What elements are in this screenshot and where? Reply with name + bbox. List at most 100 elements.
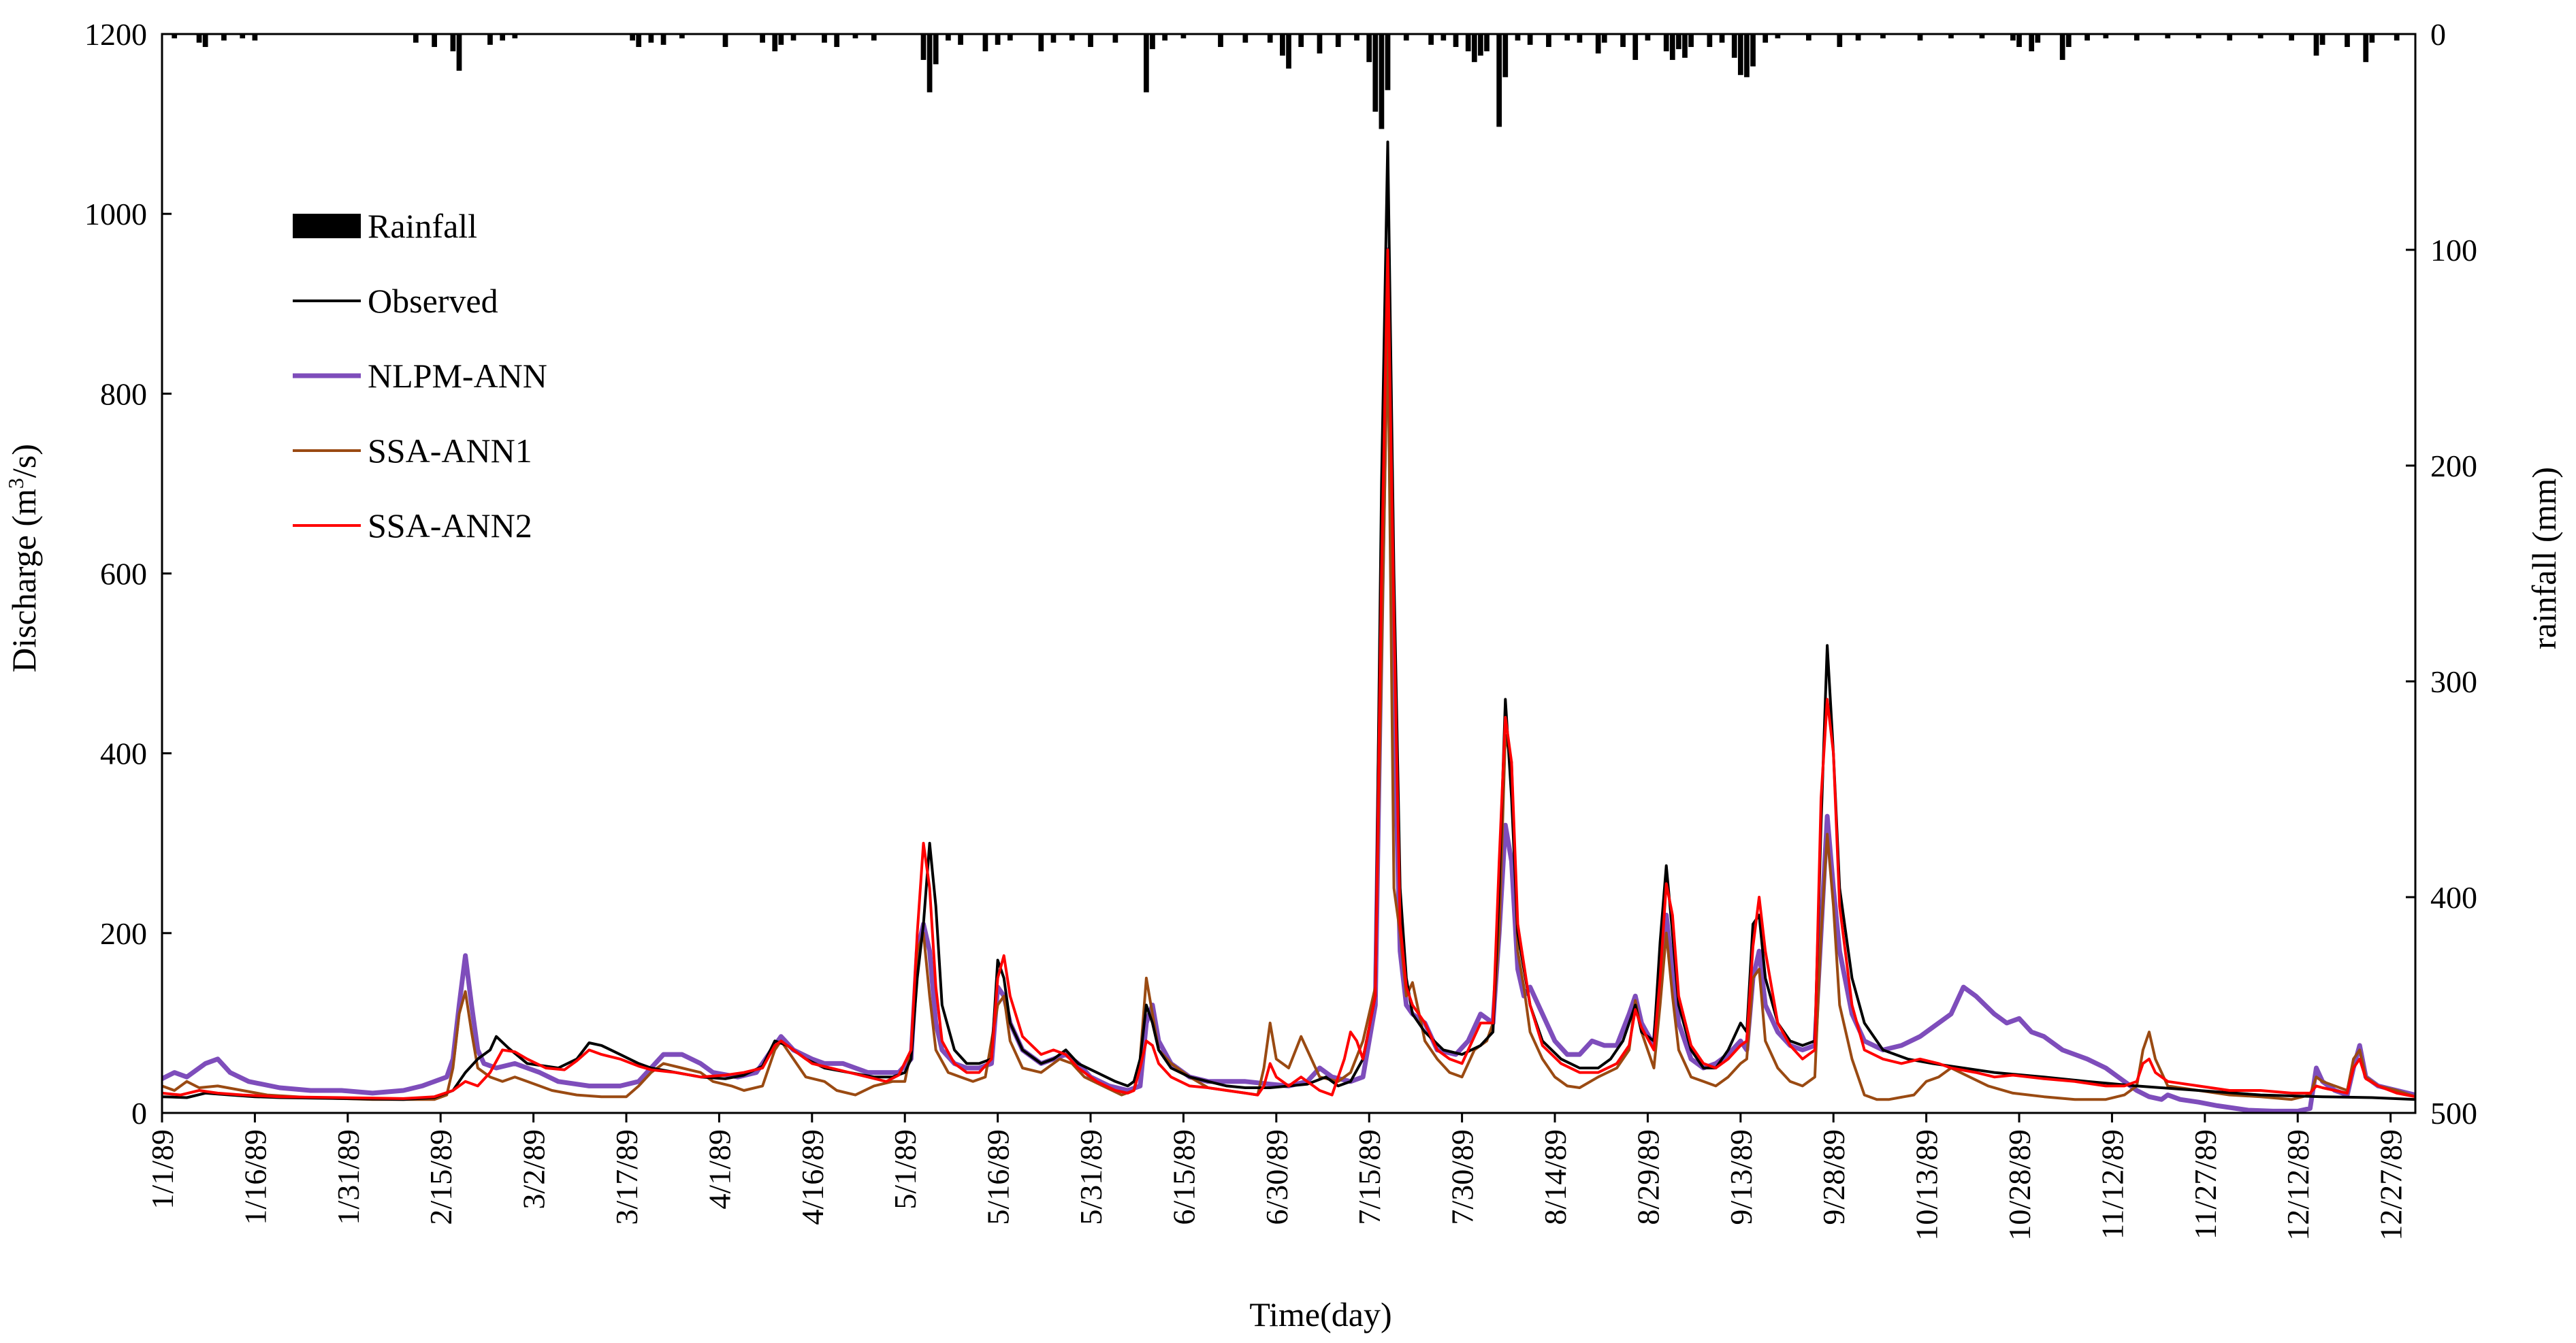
y2-tick-label: 200 [2430,449,2477,483]
rainfall-bar [1242,34,1249,43]
rainfall-bar [995,34,1001,45]
rainfall-bar [722,34,728,48]
rainfall-bar [1379,34,1385,129]
rainfall-bar [1595,34,1601,54]
x-axis-title: Time(day) [1249,1295,1391,1333]
y2-tick-label: 400 [2430,880,2477,915]
rainfall-bar [1979,34,1985,39]
rainfall-bar [1948,34,1954,39]
legend-label-ssa-ann2: SSA-ANN2 [368,506,532,545]
rainfall-bar [2369,34,2375,43]
x-tick-label: 8/14/89 [1538,1129,1573,1225]
series-line-observed [161,140,2416,1101]
rainfall-bar [1440,34,1447,41]
x-tick-label: 2/15/89 [423,1129,458,1225]
rainfall-bar [1762,34,1769,43]
rainfall-bar [2016,34,2022,48]
x-tick-label: 8/29/89 [1630,1129,1665,1225]
rainfall-bar [1038,34,1044,52]
rainfall-bars [172,34,2400,129]
rainfall-bar [2029,34,2035,52]
x-tick-label: 5/16/89 [981,1129,1016,1225]
rainfall-bar [1267,34,1273,43]
rainfall-bar [2134,34,2140,41]
x-tick-label: 6/15/89 [1166,1129,1201,1225]
rainfall-bar [1218,34,1223,48]
rainfall-bar [1750,34,1756,67]
rainfall-bar [648,34,654,43]
y-tick-label: 600 [100,557,147,592]
rainfall-bar [1744,34,1750,78]
rainfall-bar [852,34,858,39]
rainfall-bar [196,34,202,43]
rainfall-bar [1775,34,1781,39]
rainfall-bar [221,34,227,41]
rainfall-bar [1688,34,1694,48]
x-tick-label: 12/27/89 [2374,1129,2409,1241]
x-tick-label: 5/1/89 [888,1129,922,1210]
rainfall-bar [1317,34,1323,54]
rainfall-bar [1162,34,1168,41]
rainfall-bar [1478,34,1483,56]
rainfall-bar [1385,34,1391,91]
rainfall-bar [834,34,840,48]
rainfall-bar [1645,34,1651,41]
y-tick-label: 0 [131,1096,147,1131]
rainfall-bar [871,34,877,41]
rainfall-bar [2345,34,2350,48]
rainfall-bar [2257,34,2264,39]
x-tick-label: 9/28/89 [1816,1129,1851,1225]
rainfall-bar [1719,34,1725,43]
rainfall-bar [1669,34,1675,61]
rainfall-bar [1484,34,1490,52]
x-tick-label: 10/13/89 [1910,1129,1944,1241]
y-tick-label: 200 [100,916,147,951]
legend-label-ssa-ann1: SSA-ANN1 [368,432,532,470]
legend-label-nlpm-ann: NLPM-ANN [368,357,547,395]
legend-swatch-rainfall [293,214,361,238]
rainfall-bar [450,34,456,52]
rainfall-bar [1465,34,1471,52]
rainfall-bar [2059,34,2065,61]
y-axis-title-tail: /s) [5,444,43,478]
rainfall-bar [920,34,927,61]
rainfall-bar [1805,34,1812,41]
y-axis-title-main: Discharge (m [5,489,43,673]
rainfall-bar [1007,34,1013,41]
rainfall-bar [1280,34,1285,56]
rainfall-bar [1880,34,1886,39]
x-tick-label: 3/17/89 [609,1129,644,1225]
rainfall-bar [1298,34,1304,48]
x-tick-label: 1/1/89 [145,1129,180,1210]
rainfall-bar [945,34,951,41]
x-tick-label: 4/16/89 [795,1129,830,1225]
rainfall-bar [2227,34,2233,41]
rainfall-bar [1428,34,1434,45]
rainfall-bar [2165,34,2171,39]
rainfall-bar [1737,34,1743,76]
rainfall-bar [2010,34,2016,41]
y2-axis-title: rainfall (mm) [2525,467,2563,649]
rainfall-bar [772,34,778,52]
rainfall-bar [487,34,493,45]
rainfall-bar [252,34,258,41]
rainfall-bar [1403,34,1409,41]
rainfall-bar [2103,34,2109,39]
rainfall-bar [432,34,437,48]
y-axis-title: Discharge (m3/s) [3,444,43,673]
rainfall-bar [679,34,685,39]
x-tick-label: 1/31/89 [331,1129,366,1225]
rainfall-bar [2313,34,2319,56]
rainfall-bar [1496,34,1502,127]
rainfall-bar [1354,34,1359,41]
rainfall-bar [1335,34,1341,48]
rainfall-bar [1546,34,1551,48]
y2-tick-label: 300 [2430,664,2477,699]
rainfall-bar [1515,34,1521,41]
x-tick-label: 7/30/89 [1445,1129,1480,1225]
rainfall-bar [1837,34,1843,48]
x-tick-label: 12/12/89 [2281,1129,2315,1241]
y-tick-label: 1000 [84,197,147,231]
y-tick-label: 400 [100,737,147,771]
rainfall-bar [660,34,666,45]
